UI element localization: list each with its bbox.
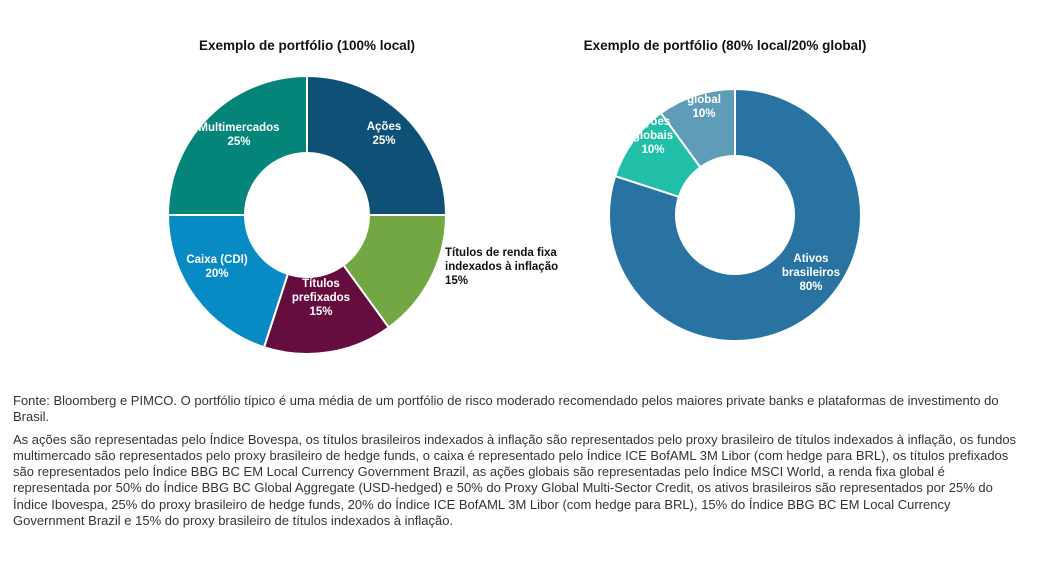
donut-chart-local: Ações 25% Títulos de renda fixa indexados à… (166, 74, 558, 355)
donut-slice-local-titulos-prefixados (262, 263, 391, 355)
donut-slice-global-ativos-brasileiros (608, 87, 862, 342)
slice-label-local-caixa-cdi: Caixa (CDI) 20% (186, 254, 248, 280)
description-note: As ações são representadas pelo Índice B… (13, 431, 1017, 529)
donut-slice-global-renda-fixa-global (659, 87, 736, 169)
slice-label-local-titulos-de-renda-fixa-indexados-a-inflacao: Títulos de renda fixa indexados à inflaçã… (445, 247, 558, 287)
donut-slice-local-acoes (306, 74, 448, 216)
footnotes: Fonte: Bloomberg e PIMCO. O portfólio tí… (13, 393, 1023, 535)
slice-label-local-acoes: Ações 25% (367, 121, 402, 147)
slice-label-global-renda-fixa-global: Renda fixa global 10% (675, 80, 734, 120)
slice-label-local-multimercados: Multimercados 25% (198, 122, 279, 148)
chart-title-local: Exemplo de portfólio (100% local) (198, 38, 416, 53)
slice-label-global-acoes-globais: Ações globais 10% (633, 116, 673, 156)
source-note: Fonte: Bloomberg e PIMCO. O portfólio tí… (13, 393, 999, 425)
donut-chart-global: Ativos brasileiros 80% Ações globais 10%Renda… (608, 80, 862, 342)
donut-slice-local-multimercados (166, 74, 308, 216)
chart-title-global: Exemplo de portfólio (80% local/20% glob… (583, 38, 867, 53)
donut-slice-local-caixa-cdi (166, 214, 290, 349)
slice-label-local-titulos-prefixados: Títulos prefixados 15% (292, 278, 350, 318)
slice-label-global-ativos-brasileiros: Ativos brasileiros 80% (782, 253, 840, 293)
